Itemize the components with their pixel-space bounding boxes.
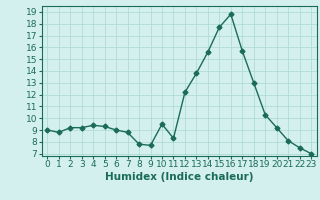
X-axis label: Humidex (Indice chaleur): Humidex (Indice chaleur) bbox=[105, 172, 253, 182]
